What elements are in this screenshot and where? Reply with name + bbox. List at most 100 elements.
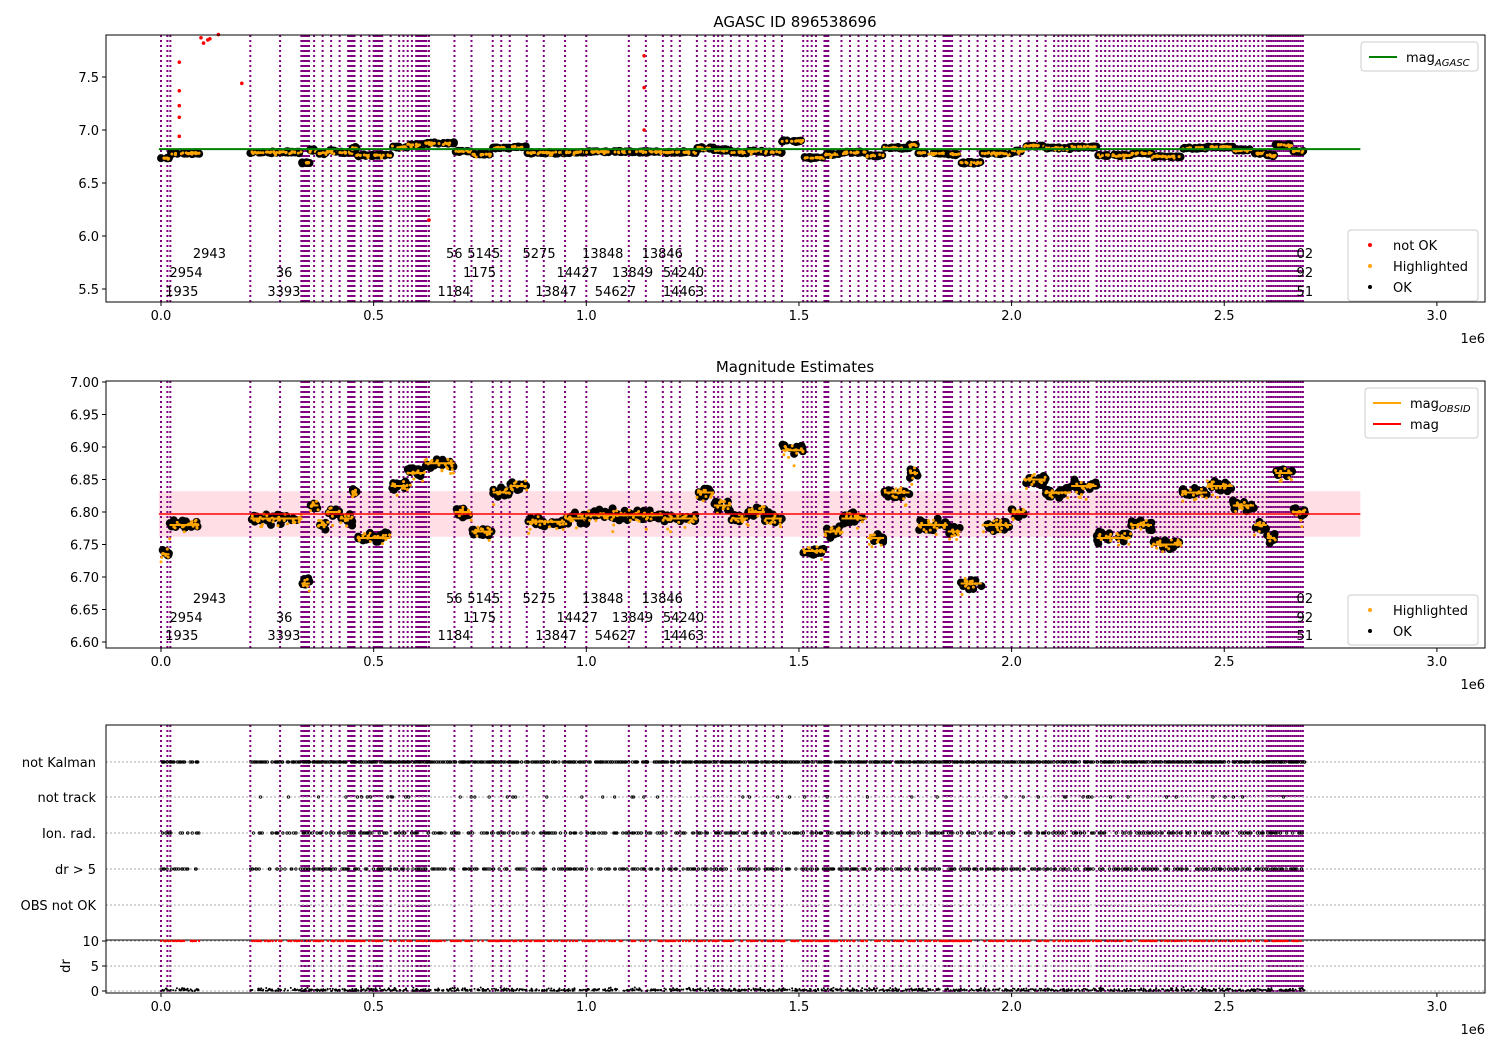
dr-point: [415, 987, 418, 990]
obsid-label: 2954: [170, 266, 203, 281]
dr-clipped-point: [300, 939, 304, 943]
highlighted-point: [959, 161, 963, 165]
x-tick-label: 2.0: [1001, 655, 1022, 670]
dr-point: [172, 989, 175, 992]
dr-point: [275, 989, 278, 992]
highlighted-point: [492, 488, 496, 492]
highlighted-point: [590, 150, 594, 154]
dr-clipped-point: [477, 939, 480, 943]
highlighted-point: [488, 527, 492, 531]
dr-clipped-point: [409, 939, 413, 943]
dr-point: [384, 989, 387, 992]
dr-clipped-point: [314, 939, 317, 943]
highlighted-point: [621, 150, 625, 154]
highlighted-point: [568, 150, 572, 154]
highlighted-point: [316, 508, 320, 512]
dr-point: [304, 989, 307, 992]
highlighted-point: [1204, 496, 1208, 500]
obsid-label: 3393: [267, 629, 300, 644]
dr-clipped-point: [297, 939, 301, 943]
highlighted-point: [677, 150, 681, 154]
y-tick-label: 7.00: [70, 376, 99, 391]
highlighted-point: [466, 149, 470, 153]
highlighted-point: [990, 530, 994, 534]
highlighted-point: [160, 555, 164, 559]
dr-point: [169, 988, 172, 991]
highlighted-point: [409, 143, 413, 147]
highlighted-point: [662, 150, 666, 154]
flag-point: [411, 867, 415, 871]
obsid-label: 5145: [467, 247, 500, 262]
highlighted-point: [284, 150, 288, 154]
highlighted-point: [412, 477, 416, 481]
highlighted-point: [955, 538, 959, 542]
dr-point: [186, 987, 189, 990]
highlighted-point: [303, 578, 307, 582]
obsid-label: 5275: [523, 247, 556, 262]
highlighted-point: [1106, 153, 1110, 157]
highlighted-point: [272, 150, 276, 154]
highlighted-point: [814, 156, 818, 160]
highlighted-point: [844, 514, 848, 518]
dr-clipped-point: [389, 939, 392, 943]
highlighted-point: [408, 483, 412, 487]
highlighted-point: [421, 479, 425, 483]
highlighted-point: [1215, 495, 1219, 499]
highlighted-point: [579, 150, 583, 154]
highlighted-point: [1278, 143, 1282, 147]
dr-point: [473, 987, 476, 990]
highlighted-point: [1211, 493, 1215, 497]
highlighted-point: [475, 534, 479, 538]
dr-point: [289, 986, 292, 989]
highlighted-point: [1192, 498, 1196, 502]
highlighted-point: [344, 151, 348, 155]
highlighted-point: [1031, 144, 1035, 148]
highlighted-point: [956, 152, 960, 156]
highlighted-point: [807, 546, 811, 550]
highlighted-point: [860, 520, 864, 524]
highlighted-point: [855, 526, 859, 530]
dr-clipped-point: [289, 939, 292, 943]
highlighted-point: [981, 530, 985, 534]
dr-point: [180, 988, 183, 991]
dr-clipped-point: [159, 939, 163, 943]
dr-point: [426, 989, 429, 992]
legend-subscript: AGASC: [1434, 58, 1470, 69]
dr-point: [351, 989, 354, 992]
highlighted-point: [352, 493, 356, 497]
highlighted-point: [1036, 144, 1040, 148]
dr-point: [301, 989, 304, 992]
obsid-label: 1184: [437, 285, 470, 300]
dr-clipped-point: [339, 939, 342, 943]
highlighted-point: [328, 149, 332, 153]
highlighted-point: [829, 527, 833, 531]
highlighted-point: [1268, 154, 1272, 158]
flag-row-label: not Kalman: [22, 756, 96, 771]
highlighted-point: [990, 151, 994, 155]
highlighted-point: [265, 150, 269, 154]
highlighted-point: [995, 518, 999, 522]
highlighted-point: [613, 150, 617, 154]
highlighted-point: [881, 153, 885, 157]
highlighted-point: [1131, 151, 1135, 155]
dr-clipped-point: [318, 939, 321, 943]
highlighted-point: [749, 152, 753, 156]
dr-point: [404, 987, 407, 990]
dr-clipped-point: [393, 939, 396, 943]
highlighted-point: [732, 151, 736, 155]
highlighted-point: [1279, 478, 1283, 482]
dr-clipped-point: [197, 939, 201, 943]
highlighted-point: [931, 518, 935, 522]
highlighted-point: [1093, 145, 1097, 149]
dr-point: [160, 989, 163, 992]
not-ok-point: [642, 85, 646, 90]
highlighted-point: [402, 480, 406, 484]
highlighted-point: [924, 530, 928, 534]
dr-clipped-point: [194, 939, 198, 943]
not-ok-point: [177, 115, 182, 120]
dr-clipped-point: [440, 939, 443, 943]
highlighted-point: [192, 151, 196, 155]
legend-label: Highlighted: [1393, 604, 1468, 619]
dr-point: [428, 989, 431, 992]
highlighted-point: [1123, 532, 1127, 536]
